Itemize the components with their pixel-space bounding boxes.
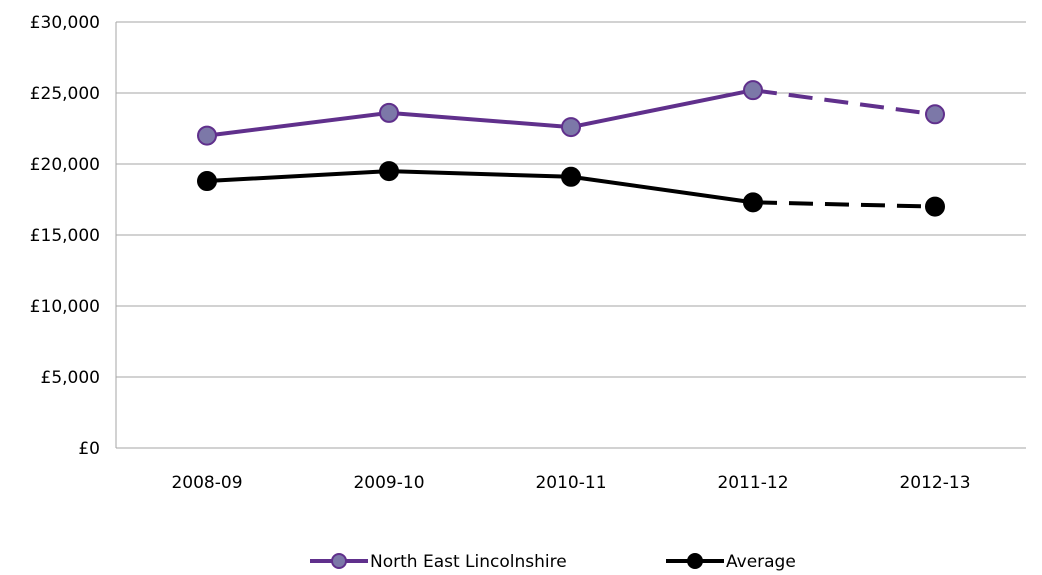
legend-marker [331,553,347,569]
data-point [379,161,399,182]
y-tick-label: £30,000 [30,13,100,33]
x-tick-label: 2010-11 [535,473,606,493]
legend-label: North East Lincolnshire [370,552,567,572]
x-tick-label: 2011-12 [717,473,788,493]
series-line-dashed [752,88,936,117]
legend-marker [687,553,703,569]
legend: North East Lincolnshire Average [310,552,796,572]
legend-item-2: Average [666,552,796,572]
gridlines [115,21,1026,449]
y-tick-label: £15,000 [30,226,100,246]
x-axis-tick-labels: 2008-09 2009-10 2010-11 2011-12 2012-13 [171,473,970,493]
data-point [925,196,945,217]
legend-item-1: North East Lincolnshire [310,552,567,572]
series-line-dashed [752,200,936,209]
data-point [379,102,399,123]
series-line-solid [206,169,754,205]
data-point [743,192,763,213]
legend-label: Average [726,552,796,572]
series-1 [197,80,945,146]
y-tick-label: £5,000 [41,368,100,388]
y-tick-label: £20,000 [30,155,100,175]
y-tick-label: £0 [78,439,100,459]
y-tick-label: £25,000 [30,84,100,104]
series-layer [197,80,945,217]
data-point [925,104,945,125]
series-2 [197,161,945,217]
x-tick-label: 2012-13 [899,473,970,493]
data-point [197,171,217,192]
x-tick-label: 2008-09 [171,473,242,493]
data-point [561,117,581,138]
y-tick-label: £10,000 [30,297,100,317]
data-point [197,125,217,146]
data-point [743,80,763,101]
series-line-solid [206,88,754,138]
x-tick-label: 2009-10 [353,473,424,493]
data-point [561,166,581,187]
y-axis-tick-labels: £0 £5,000 £10,000 £15,000 £20,000 £25,000 £30,… [30,13,100,459]
